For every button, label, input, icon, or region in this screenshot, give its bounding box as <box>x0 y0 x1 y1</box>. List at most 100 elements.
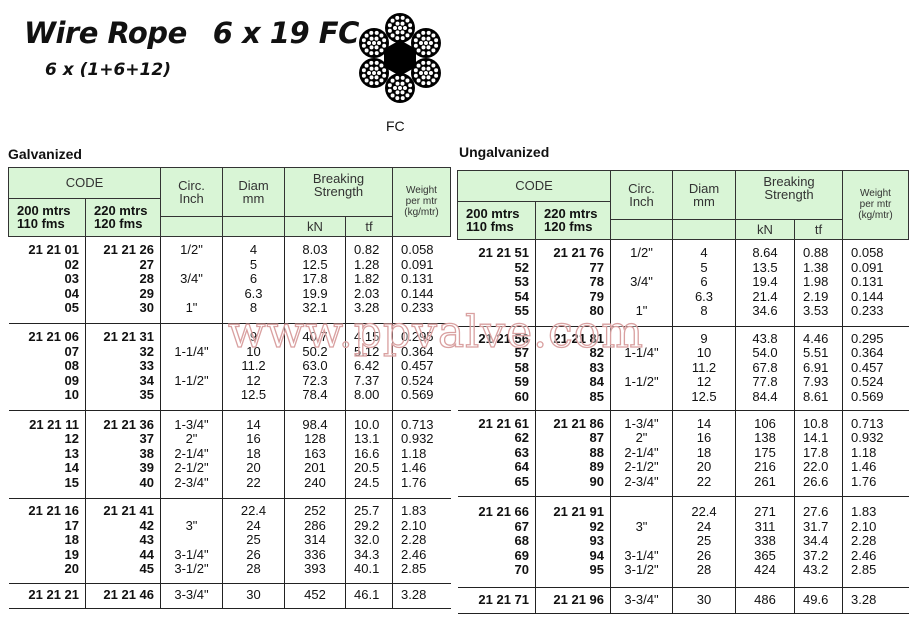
table-cell: 1.46 <box>401 460 427 476</box>
table-cell: 10.8 <box>803 415 829 431</box>
table-cell: 21 21 61 <box>478 415 529 431</box>
table-cell: 40 <box>139 474 154 490</box>
table-cell: 311 <box>754 518 776 534</box>
table-cell: 39 <box>139 460 154 476</box>
table-cell: 22.4 <box>240 503 267 519</box>
table-cell: 30 <box>696 591 712 607</box>
table-cell: 37 <box>139 431 154 447</box>
table-cell: 21 21 36 <box>103 416 154 432</box>
table-cell: 8.64 <box>752 245 778 261</box>
page-subtitle: 6 x (1+6+12) <box>45 60 171 80</box>
col-header-weight: Weight per mtr (kg/mtr) <box>842 170 909 240</box>
table-cell: 21 21 31 <box>103 329 154 345</box>
table-cell: 0.233 <box>401 300 434 316</box>
table-cell: 3-1/4" <box>624 547 659 563</box>
table-cell: 5.12 <box>354 343 380 359</box>
table-cell: 10.0 <box>354 416 380 432</box>
table-cell: 12.5 <box>302 256 328 272</box>
table-cell: 16 <box>696 430 712 446</box>
table-cell: 19.9 <box>302 285 328 301</box>
table-cell: 28 <box>696 562 712 578</box>
table-cell: 78 <box>589 274 604 290</box>
table-cell: 4.46 <box>803 330 829 346</box>
table-cell: 9 <box>700 330 708 346</box>
table-cell: 58 <box>514 359 529 375</box>
table-cell: 19 <box>64 546 79 562</box>
table-cell: 17.8 <box>302 271 328 287</box>
table-cell: 1-3/4" <box>624 415 659 431</box>
table-cell: 0.131 <box>851 274 884 290</box>
table-cell: 2-1/4" <box>624 444 659 460</box>
table-cell: 70 <box>514 562 529 578</box>
table-cell: 13 <box>64 445 79 461</box>
table-cell: 34.3 <box>354 546 380 562</box>
table-cell: 216 <box>754 459 776 475</box>
table-row-group: 21 21 01 02 03 04 05 21 21 26 27 28 29 30 1/2" 3/4… <box>8 236 451 324</box>
table-cell: 2.28 <box>401 532 427 548</box>
table-cell: 18 <box>64 532 79 548</box>
table-cell: 10 <box>696 345 712 361</box>
table-cell: 21 21 86 <box>553 415 604 431</box>
table-cell: 163 <box>304 445 326 461</box>
table-cell: 05 <box>64 300 79 316</box>
table-cell: 34.4 <box>803 533 829 549</box>
table-cell: 2-3/4" <box>174 474 209 490</box>
col-header-diam: Diam mm <box>222 167 285 217</box>
table-row-group: 21 21 06 07 08 09 10 21 21 31 32 33 34 35 1-1/4" … <box>8 323 451 411</box>
table-cell: 42 <box>139 517 154 533</box>
table-cell: 87 <box>589 430 604 446</box>
table-cell: 21 21 66 <box>478 504 529 520</box>
table-cell: 0.524 <box>851 374 884 390</box>
table-cell: 0.091 <box>851 259 884 275</box>
table-cell: 0.364 <box>851 345 884 361</box>
table-cell: 3-3/4" <box>624 591 659 607</box>
table-cell: 261 <box>754 473 776 489</box>
table-cell: 2.19 <box>803 288 829 304</box>
table-cell: 2-1/4" <box>174 445 209 461</box>
table-cell: 28 <box>246 561 261 577</box>
table-cell: 94 <box>589 547 604 563</box>
table-cell: 62 <box>514 430 529 446</box>
table-cell: 4 <box>700 245 708 261</box>
table-cell: 50.2 <box>302 343 328 359</box>
table-cell: 3/4" <box>180 271 203 287</box>
table-cell: 04 <box>64 285 79 301</box>
table-cell: 43.2 <box>803 562 829 578</box>
table-row-group: 21 21 16 17 18 19 20 21 21 41 42 43 44 45 3" 3-1/… <box>8 498 451 584</box>
table-cell: 0.144 <box>851 288 884 304</box>
table-cell: 03 <box>64 271 79 287</box>
table-cell: 2" <box>185 431 198 447</box>
col-header-200m: 200 mtrs 110 fms <box>457 200 536 240</box>
table-cell: 8 <box>700 303 708 319</box>
table-cell: 17 <box>64 517 79 533</box>
table-cell: 1.28 <box>354 256 380 272</box>
table-cell: 29.2 <box>354 517 380 533</box>
table-cell: 32.1 <box>302 300 328 316</box>
table-cell: 271 <box>754 504 776 520</box>
table-cell: 16.6 <box>354 445 380 461</box>
table-cell: 18 <box>696 444 712 460</box>
table-cell: 201 <box>304 460 326 476</box>
table-cell: 29 <box>139 285 154 301</box>
table-cell: 21 21 21 <box>28 587 79 603</box>
table-cell: 424 <box>754 562 776 578</box>
table-cell: 2.28 <box>851 533 877 549</box>
table-cell: 72.3 <box>302 372 328 388</box>
table-cell: 9 <box>249 329 258 345</box>
table-cell: 92 <box>589 518 604 534</box>
table-cell <box>161 388 222 403</box>
table-cell: 8.03 <box>302 242 328 258</box>
table-cell: 2" <box>635 430 648 446</box>
table-cell: 6.42 <box>354 358 380 374</box>
table-cell: 18 <box>246 445 261 461</box>
table-cell: 0.233 <box>851 303 884 319</box>
table-cell: 26 <box>696 547 712 563</box>
table-cell: 14 <box>64 460 79 476</box>
table-cell: 20 <box>246 460 261 476</box>
table-cell: 20 <box>64 561 79 577</box>
table-cell: 11.2 <box>241 358 266 374</box>
table-cell: 2.10 <box>851 518 877 534</box>
table-cell <box>161 330 222 345</box>
wire-rope-cross-section-icon <box>359 13 441 103</box>
table-cell: 1.83 <box>851 504 877 520</box>
